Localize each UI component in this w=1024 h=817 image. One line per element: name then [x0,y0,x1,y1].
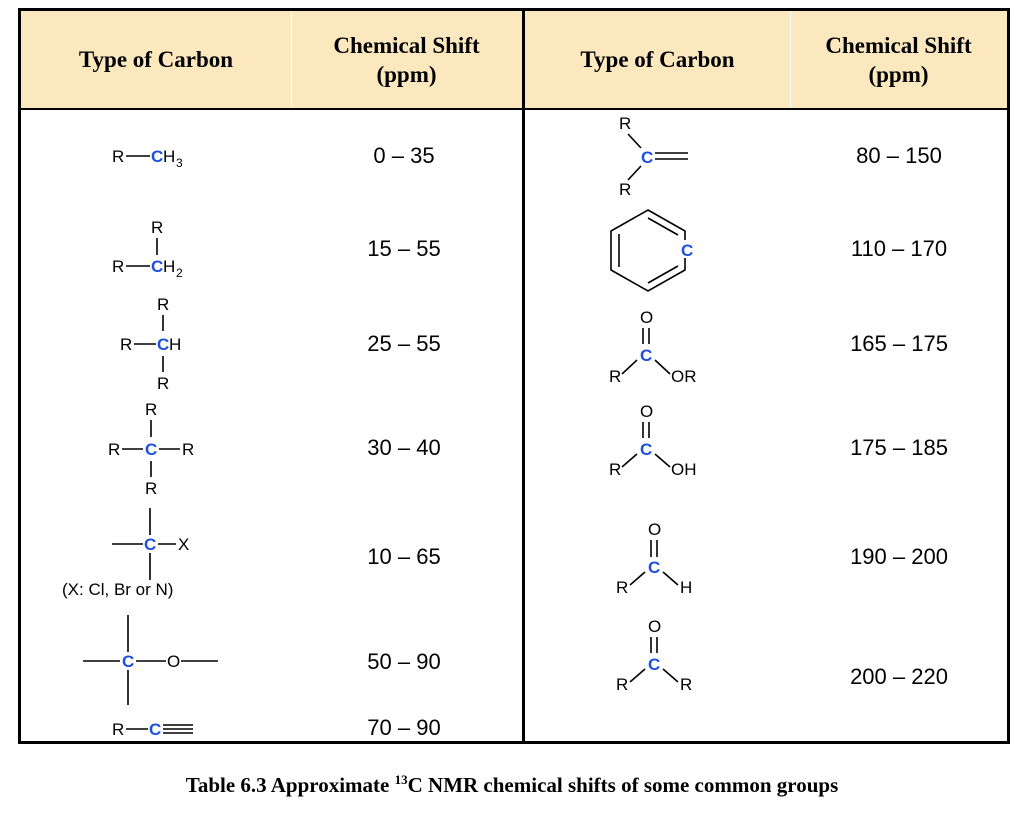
svg-text:R: R [157,295,169,314]
svg-text:R: R [145,400,157,419]
shift-value: 50 – 90 [367,649,441,674]
svg-text:O: O [648,520,661,539]
svg-text:OR: OR [671,367,697,386]
svg-text:C: C [640,346,652,365]
svg-text:R: R [616,675,628,694]
svg-text:R: R [680,675,692,694]
svg-text:X: X [178,535,189,554]
svg-text:H: H [680,578,692,597]
header-type-right: Type of Carbon [580,47,735,72]
svg-text:R: R [609,367,621,386]
header-separator [291,11,292,108]
svg-text:3: 3 [176,156,183,170]
header-type-left: Type of Carbon [78,47,234,72]
table-caption: Table 6.3 Approximate 13C NMR chemical s… [185,772,839,797]
svg-text:C: C [151,257,163,276]
shift-value: 80 – 150 [856,143,942,168]
shift-value: 175 – 185 [850,435,948,460]
svg-text:C: C [641,148,653,167]
svg-text:O: O [640,308,653,327]
svg-text:R: R [108,440,120,459]
header-separator [790,11,791,108]
svg-text:O: O [167,652,180,671]
svg-text:O: O [640,402,653,421]
svg-text:C: C [145,440,157,459]
nmr-shift-table: Type of Carbon Chemical Shift (ppm) Type … [18,8,1010,744]
halide-note: (X: Cl, Br or N) [62,580,174,599]
svg-text:R: R [112,257,124,276]
svg-text:C: C [144,535,156,554]
shift-value: 70 – 90 [367,715,441,740]
svg-text:O: O [648,617,661,636]
shift-value: 200 – 220 [850,664,948,689]
svg-text:OH: OH [671,460,697,479]
svg-text:C: C [648,558,660,577]
shift-value: 0 – 35 [373,143,435,168]
svg-text:H: H [169,335,181,354]
svg-text:H: H [163,257,175,276]
svg-text:R: R [151,218,163,237]
header-shift-right: Chemical Shift (ppm) [825,32,972,87]
svg-text:C: C [640,440,652,459]
svg-text:R: R [609,460,621,479]
column-divider [522,11,525,741]
svg-text:H: H [163,147,175,166]
svg-text:R: R [619,180,631,199]
svg-text:R: R [112,720,124,739]
table-header [21,11,1007,110]
svg-text:C: C [122,652,134,671]
svg-text:C: C [151,147,163,166]
shift-value: 25 – 55 [367,331,441,356]
svg-text:R: R [616,578,628,597]
header-shift-left: Chemical Shift (ppm) [333,32,480,87]
svg-text:C: C [157,335,169,354]
svg-text:R: R [157,374,169,393]
shift-value: 190 – 200 [850,544,948,569]
svg-text:R: R [145,479,157,498]
shift-value: 10 – 65 [367,544,441,569]
svg-text:R: R [112,147,124,166]
svg-text:2: 2 [176,266,183,280]
svg-text:C: C [681,241,693,260]
shift-value: 110 – 170 [850,236,948,261]
svg-text:R: R [120,335,132,354]
svg-text:C: C [648,655,660,674]
shift-value: 15 – 55 [367,236,441,261]
shift-value: 165 – 175 [850,331,948,356]
shift-value: 30 – 40 [367,435,441,460]
svg-text:R: R [182,440,194,459]
svg-text:R: R [619,114,631,133]
svg-text:C: C [149,720,161,739]
